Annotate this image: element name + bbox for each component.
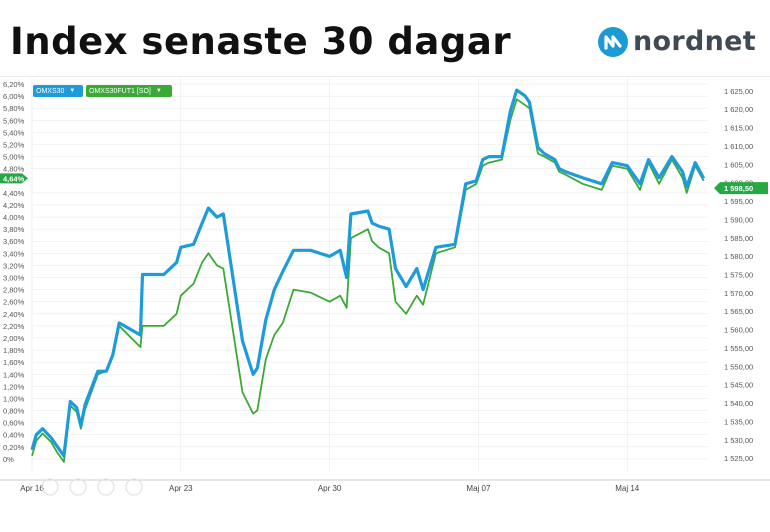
camera-icon xyxy=(97,478,115,496)
index-chart[interactable]: 6,20% 6,00% 5,80% 5,60% 5,40% 5,20% 5,00% 4,80%… xyxy=(0,75,770,527)
y-tick-label-right: 1 530,00 xyxy=(724,436,753,445)
y-tick-label-left: 6,20% xyxy=(3,80,25,89)
chevron-down-icon: ▼ xyxy=(69,88,76,94)
x-tick-label: Maj 14 xyxy=(615,484,640,493)
y-tick-label-left: 5,20% xyxy=(3,141,25,150)
zoom-tool-icon xyxy=(69,478,87,496)
y-tick-label-left: 1,40% xyxy=(3,370,25,379)
y-tick-label-left: 0,60% xyxy=(3,419,25,428)
y-tick-label-left: 3,40% xyxy=(3,249,25,258)
legend-omxs30fut1[interactable]: OMXS30FUT1 [SO] ▼ xyxy=(86,85,172,97)
y-tick-label-right: 1 595,00 xyxy=(724,197,753,206)
x-tick-label: Apr 30 xyxy=(318,484,342,493)
y-tick-label-left: 0,40% xyxy=(3,431,25,440)
y-tick-label-left: 3,80% xyxy=(3,225,25,234)
y-tick-label-right: 1 620,00 xyxy=(724,105,753,114)
x-tick-label: Maj 07 xyxy=(466,484,491,493)
y-tick-label-left: 1,80% xyxy=(3,346,25,355)
current-marker-right-label: 1 598,50 xyxy=(724,184,753,193)
y-tick-label-left: 4,40% xyxy=(3,189,25,198)
nordnet-logo-text: nordnet xyxy=(633,26,756,57)
y-tick-label-right: 1 525,00 xyxy=(724,454,753,463)
page-title: Index senaste 30 dagar xyxy=(10,20,512,63)
x-tick-label: Apr 16 xyxy=(20,484,44,493)
y-tick-label-right: 1 610,00 xyxy=(724,142,753,151)
y-tick-label-left: 5,40% xyxy=(3,128,25,137)
current-marker-left xyxy=(0,173,28,184)
y-tick-label-left: 5,80% xyxy=(3,104,25,113)
y-tick-label-left: 0,80% xyxy=(3,407,25,416)
legend-omxs30[interactable]: OMXS30 ▼ xyxy=(33,85,83,97)
y-tick-label-right: 1 615,00 xyxy=(724,124,753,133)
y-tick-label-left: 0% xyxy=(3,455,14,464)
y-tick-label-right: 1 545,00 xyxy=(724,381,753,390)
series-line-omxs30fut1 xyxy=(31,98,705,463)
nordnet-logo[interactable]: nordnet xyxy=(598,26,756,57)
y-tick-label-left: 3,60% xyxy=(3,237,25,246)
y-tick-label-left: 6,00% xyxy=(3,92,25,101)
y-tick-label-left: 2,00% xyxy=(3,334,25,343)
y-tick-label-left: 2,80% xyxy=(3,286,25,295)
y-tick-label-left: 2,20% xyxy=(3,322,25,331)
nordnet-logo-icon xyxy=(598,26,628,57)
y-tick-label-right: 1 555,00 xyxy=(724,344,753,353)
y-tick-label-left: 1,60% xyxy=(3,358,25,367)
y-tick-label-right: 1 585,00 xyxy=(724,234,753,243)
settings-icon xyxy=(125,478,143,496)
y-tick-label-right: 1 540,00 xyxy=(724,399,753,408)
y-tick-label-right: 1 535,00 xyxy=(724,417,753,426)
y-tick-label-left: 4,80% xyxy=(3,165,25,174)
current-marker-right xyxy=(714,182,768,195)
y-tick-label-left: 5,60% xyxy=(3,116,25,125)
y-tick-label-left: 3,00% xyxy=(3,274,25,283)
chart-svg: 6,20% 6,00% 5,80% 5,60% 5,40% 5,20% 5,00% 4,80%… xyxy=(0,75,770,496)
y-tick-label-left: 3,20% xyxy=(3,261,25,270)
y-tick-label-left: 4,00% xyxy=(3,213,25,222)
y-tick-label-right: 1 590,00 xyxy=(724,215,753,224)
legend-omxs30fut1-label: OMXS30FUT1 [SO] xyxy=(89,87,151,95)
y-tick-label-right: 1 625,00 xyxy=(724,87,753,96)
y-tick-label-left: 2,40% xyxy=(3,310,25,319)
y-tick-label-left: 1,00% xyxy=(3,394,25,403)
y-tick-label-left: 4,20% xyxy=(3,201,25,210)
draw-tool-icon xyxy=(41,478,59,496)
y-tick-label-right: 1 580,00 xyxy=(724,252,753,261)
chevron-down-icon: ▼ xyxy=(155,88,162,94)
y-tick-label-right: 1 570,00 xyxy=(724,289,753,298)
y-tick-label-right: 1 560,00 xyxy=(724,326,753,335)
x-tick-label: Apr 23 xyxy=(169,484,193,493)
y-tick-label-right: 1 565,00 xyxy=(724,307,753,316)
y-tick-label-left: 0,20% xyxy=(3,443,25,452)
y-tick-label-right: 1 575,00 xyxy=(724,271,753,280)
y-tick-label-right: 1 550,00 xyxy=(724,362,753,371)
y-tick-label-left: 2,60% xyxy=(3,298,25,307)
y-tick-label-left: 1,20% xyxy=(3,382,25,391)
y-tick-label-left: 5,00% xyxy=(3,153,25,162)
current-marker-left-label: 4,64% xyxy=(3,174,25,183)
series-line-omxs30 xyxy=(30,88,706,458)
y-tick-label-right: 1 605,00 xyxy=(724,160,753,169)
legend-omxs30-label: OMXS30 xyxy=(36,87,65,95)
